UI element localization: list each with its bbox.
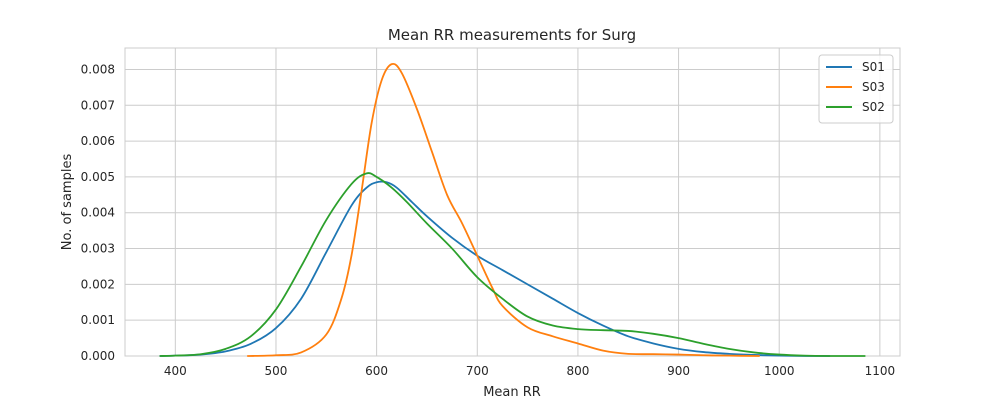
tick-layer: 400 500 600 700 800 900 1000 1100 0.000 0.001 0.00… [81, 62, 896, 378]
x-tick-label: 1100 [865, 364, 896, 378]
series-line-s01 [159, 180, 831, 357]
x-tick-label: 500 [265, 364, 288, 378]
x-tick-label: 1000 [764, 364, 795, 378]
y-tick-label: 0.007 [81, 98, 115, 112]
chart-title: Mean RR measurements for Surg [388, 26, 636, 44]
plot-area [125, 48, 900, 356]
legend-label-s02: S02 [862, 100, 885, 114]
x-tick-label: 400 [164, 364, 187, 378]
y-tick-label: 0.000 [81, 349, 115, 363]
y-tick-label: 0.008 [81, 62, 115, 76]
y-tick-label: 0.001 [81, 313, 115, 327]
y-tick-label: 0.006 [81, 134, 115, 148]
plot-frame [124, 47, 901, 357]
legend-label-s03: S03 [862, 80, 885, 94]
x-tick-label: 800 [566, 364, 589, 378]
series-line-s02 [159, 172, 866, 357]
series-layer [159, 62, 866, 357]
y-tick-label: 0.004 [81, 206, 115, 220]
series-line-s03 [246, 62, 760, 357]
x-tick-label: 700 [466, 364, 489, 378]
x-axis-label: Mean RR [483, 385, 541, 400]
x-tick-label: 600 [365, 364, 388, 378]
y-axis-label: No. of samples [60, 154, 75, 251]
y-tick-label: 0.003 [81, 242, 115, 256]
y-tick-label: 0.002 [81, 277, 115, 291]
y-tick-label: 0.005 [81, 170, 115, 184]
legend: S01 S03 S02 [818, 54, 894, 124]
x-tick-label: 900 [667, 364, 690, 378]
legend-label-s01: S01 [862, 60, 885, 74]
